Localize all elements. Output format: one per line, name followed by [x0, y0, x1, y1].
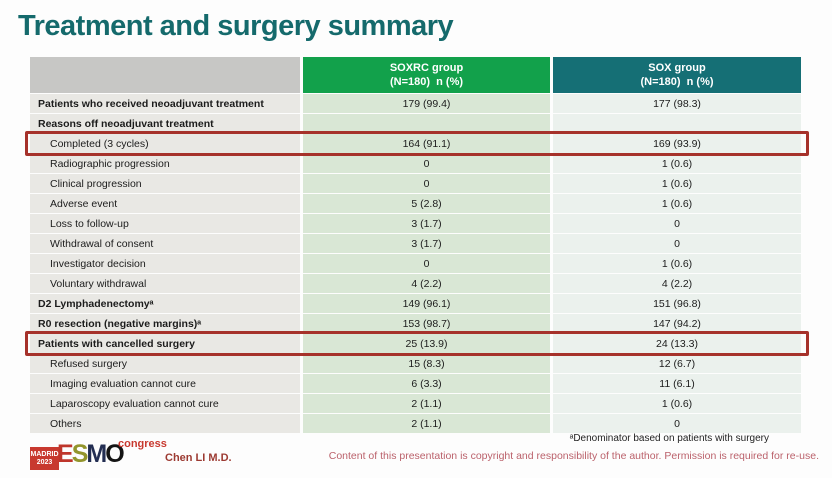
table-row-radiographic-progression: Radiographic progression 0 1 (0.6) — [30, 154, 801, 173]
soxrc-value: 3 (1.7) — [303, 234, 550, 253]
summary-table: SOXRC group (N=180) n (%) SOX group (N=1… — [25, 57, 809, 434]
soxrc-value: 3 (1.7) — [303, 214, 550, 233]
row-label: Radiographic progression — [30, 154, 300, 173]
table-row-refused-surgery: Refused surgery 15 (8.3) 12 (6.7) — [30, 354, 801, 373]
sox-value: 1 (0.6) — [553, 174, 801, 193]
row-label: Patients with cancelled surgery — [30, 334, 300, 353]
soxrc-value: 4 (2.2) — [303, 274, 550, 293]
soxrc-value: 164 (91.1) — [303, 134, 550, 153]
header-soxrc-line1: SOXRC group — [389, 62, 464, 74]
header-label-column — [30, 57, 300, 93]
table-row-adverse-event: Adverse event 5 (2.8) 1 (0.6) — [30, 194, 801, 213]
soxrc-value: 149 (96.1) — [303, 294, 550, 313]
row-label: Reasons off neoadjuvant treatment — [30, 114, 300, 133]
sox-value: 12 (6.7) — [553, 354, 801, 373]
esmo-congress-logo: MADRID 2023 ESMO congress — [30, 438, 167, 472]
table-row-investigator-decision: Investigator decision 0 1 (0.6) — [30, 254, 801, 273]
sox-value: 1 (0.6) — [553, 194, 801, 213]
soxrc-value: 25 (13.9) — [303, 334, 550, 353]
row-label: Voluntary withdrawal — [30, 274, 300, 293]
row-label: D2 Lymphadenectomyᵃ — [30, 294, 300, 313]
table-row-withdrawal-of-consent: Withdrawal of consent 3 (1.7) 0 — [30, 234, 801, 253]
row-label: Loss to follow-up — [30, 214, 300, 233]
soxrc-value: 15 (8.3) — [303, 354, 550, 373]
esmo-letter-e: E — [57, 440, 74, 468]
sox-value: 151 (96.8) — [553, 294, 801, 313]
sox-value: 24 (13.3) — [553, 334, 801, 353]
slide-title: Treatment and surgery summary — [18, 10, 454, 42]
soxrc-value: 6 (3.3) — [303, 374, 550, 393]
sox-value: 1 (0.6) — [553, 394, 801, 413]
sox-value: 11 (6.1) — [553, 374, 801, 393]
header-sox-line1: SOX group — [648, 62, 706, 74]
sox-value: 0 — [553, 234, 801, 253]
soxrc-value: 2 (1.1) — [303, 414, 550, 433]
row-label: Refused surgery — [30, 354, 300, 373]
soxrc-value: 0 — [303, 154, 550, 173]
sox-value: 4 (2.2) — [553, 274, 801, 293]
header-sox-line2: (N=180) n (%) — [640, 76, 714, 88]
header-soxrc-group: SOXRC group (N=180) n (%) — [303, 57, 550, 93]
copyright-notice: Content of this presentation is copyrigh… — [328, 450, 819, 462]
madrid-label: MADRID — [30, 450, 59, 458]
sox-value: 0 — [553, 214, 801, 233]
table-row-imaging-evaluation: Imaging evaluation cannot cure 6 (3.3) 1… — [30, 374, 801, 393]
table-row-cancelled-surgery: Patients with cancelled surgery 25 (13.9… — [25, 331, 809, 356]
table-header-row: SOXRC group (N=180) n (%) SOX group (N=1… — [30, 57, 801, 93]
table-row-laparoscopy-evaluation: Laparoscopy evaluation cannot cure 2 (1.… — [30, 394, 801, 413]
row-label: R0 resection (negative margins)ᵃ — [30, 314, 300, 333]
header-sox-group: SOX group (N=180) n (%) — [553, 57, 801, 93]
row-label: Investigator decision — [30, 254, 300, 273]
row-label: Completed (3 cycles) — [30, 134, 300, 153]
denominator-footnote: ᵃDenominator based on patients with surg… — [569, 433, 769, 444]
esmo-letter-s: S — [71, 440, 89, 468]
esmo-letter-o: O — [105, 440, 125, 468]
soxrc-value — [303, 114, 550, 133]
table-row-neoadjuvant-treatment: Patients who received neoadjuvant treatm… — [30, 94, 801, 113]
madrid-2023-badge: MADRID 2023 — [30, 447, 59, 470]
row-label: Others — [30, 414, 300, 433]
soxrc-value: 153 (98.7) — [303, 314, 550, 333]
year-label: 2023 — [36, 458, 53, 466]
sox-value: 1 (0.6) — [553, 154, 801, 173]
table-row-loss-to-follow-up: Loss to follow-up 3 (1.7) 0 — [30, 214, 801, 233]
table-row-reasons-off: Reasons off neoadjuvant treatment — [30, 114, 801, 133]
row-label: Patients who received neoadjuvant treatm… — [30, 94, 300, 113]
row-label: Laparoscopy evaluation cannot cure — [30, 394, 300, 413]
table-row-d2-lymphadenectomy: D2 Lymphadenectomyᵃ 149 (96.1) 151 (96.8… — [30, 294, 801, 313]
sox-value: 169 (93.9) — [553, 134, 801, 153]
table-row-r0-resection: R0 resection (negative margins)ᵃ 153 (98… — [30, 314, 801, 333]
soxrc-value: 179 (99.4) — [303, 94, 550, 113]
esmo-wordmark: ESMO — [57, 440, 125, 469]
sox-value: 177 (98.3) — [553, 94, 801, 113]
sox-value — [553, 114, 801, 133]
header-soxrc-line2: (N=180) n (%) — [389, 76, 464, 88]
table-row-voluntary-withdrawal: Voluntary withdrawal 4 (2.2) 4 (2.2) — [30, 274, 801, 293]
table-row-others: Others 2 (1.1) 0 — [30, 414, 801, 433]
congress-label: congress — [118, 438, 167, 450]
row-label: Clinical progression — [30, 174, 300, 193]
sox-value: 0 — [553, 414, 801, 433]
table-row-clinical-progression: Clinical progression 0 1 (0.6) — [30, 174, 801, 193]
row-label: Adverse event — [30, 194, 300, 213]
row-label: Imaging evaluation cannot cure — [30, 374, 300, 393]
esmo-letter-m: M — [86, 440, 107, 468]
row-label: Withdrawal of consent — [30, 234, 300, 253]
soxrc-value: 2 (1.1) — [303, 394, 550, 413]
soxrc-value: 5 (2.8) — [303, 194, 550, 213]
table-row-completed: Completed (3 cycles) 164 (91.1) 169 (93.… — [25, 131, 809, 156]
presenter-name: Chen LI M.D. — [165, 452, 232, 464]
soxrc-value: 0 — [303, 254, 550, 273]
sox-value: 1 (0.6) — [553, 254, 801, 273]
soxrc-value: 0 — [303, 174, 550, 193]
sox-value: 147 (94.2) — [553, 314, 801, 333]
